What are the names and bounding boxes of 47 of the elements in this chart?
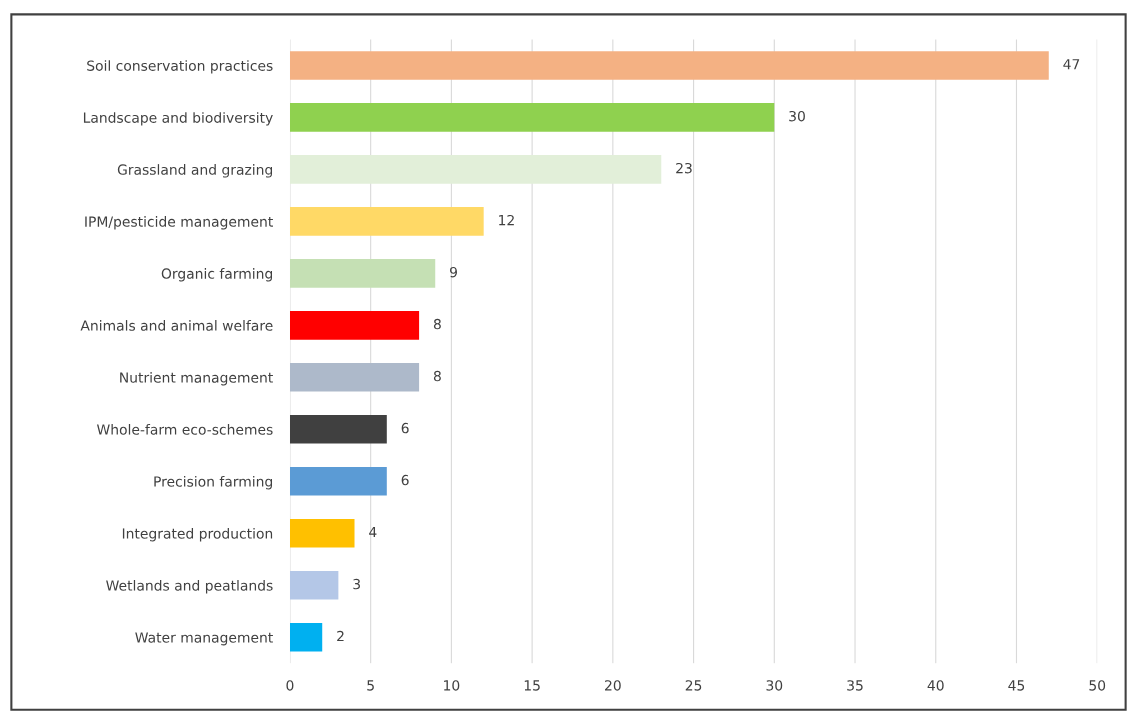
x-tick-label: 0 xyxy=(286,680,294,691)
y-tick-label: Wetlands and peatlands xyxy=(106,579,273,594)
data-label: 2 xyxy=(337,630,344,642)
bar xyxy=(289,155,662,184)
data-label: 3 xyxy=(353,578,360,590)
y-tick-label: Water management xyxy=(135,632,273,646)
data-label: 9 xyxy=(450,266,457,278)
x-tick-label: 15 xyxy=(524,680,540,691)
bar xyxy=(289,51,1049,80)
y-tick-label: Integrated production xyxy=(122,527,273,542)
y-tick-label: Soil conservation practices xyxy=(87,60,273,74)
x-tick-label: 5 xyxy=(367,680,374,691)
bar xyxy=(289,259,436,288)
x-tick-label: 30 xyxy=(766,680,783,691)
data-label: 6 xyxy=(401,474,409,486)
x-tick-label: 45 xyxy=(1008,680,1025,691)
bar xyxy=(289,466,387,496)
y-tick-label: Organic farming xyxy=(161,268,273,282)
x-tick-label: 20 xyxy=(605,680,621,691)
data-label: 30 xyxy=(789,110,805,122)
bar xyxy=(289,415,387,444)
bar xyxy=(289,518,355,548)
y-tick-label: IPM/pesticide management xyxy=(85,216,273,230)
data-label: 6 xyxy=(401,422,409,434)
data-label: 23 xyxy=(676,162,692,174)
data-label: 47 xyxy=(1063,59,1080,70)
data-label: 4 xyxy=(369,526,377,538)
bar xyxy=(289,363,420,392)
y-tick-label: Animals and animal welfare xyxy=(80,320,273,331)
bar xyxy=(289,622,323,652)
x-tick-label: 35 xyxy=(847,680,863,691)
y-tick-label: Whole-farm eco-schemes xyxy=(96,424,273,435)
data-label: 8 xyxy=(433,318,441,330)
x-tick-label: 50 xyxy=(1089,680,1106,691)
bar xyxy=(289,207,484,236)
bar xyxy=(289,103,775,132)
data-label: 12 xyxy=(499,214,514,226)
x-tick-label: 40 xyxy=(927,680,944,691)
y-tick-label: Nutrient management xyxy=(120,372,273,386)
data-label: 8 xyxy=(433,370,441,382)
bar xyxy=(289,311,420,340)
bar xyxy=(289,570,339,600)
x-tick-label: 25 xyxy=(685,680,702,691)
x-tick-label: 10 xyxy=(444,680,460,691)
y-tick-label: Grassland and grazing xyxy=(117,164,273,178)
y-tick-label: Landscape and biodiversity xyxy=(83,112,273,126)
y-tick-label: Precision farming xyxy=(154,476,273,490)
